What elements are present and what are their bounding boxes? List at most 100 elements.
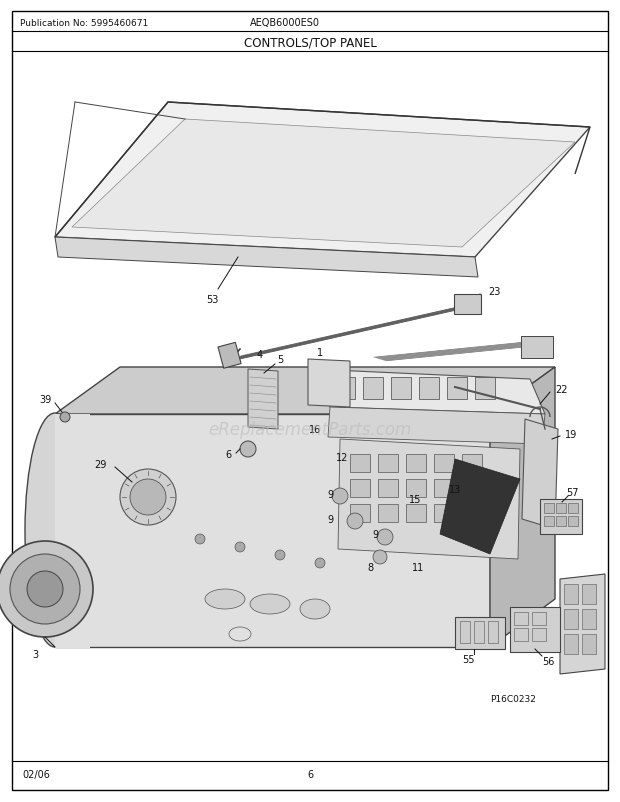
Text: 02/06: 02/06 xyxy=(22,769,50,779)
Text: P16C0232: P16C0232 xyxy=(490,695,536,703)
Bar xyxy=(455,618,505,649)
Bar xyxy=(474,622,484,643)
Polygon shape xyxy=(490,367,555,647)
Text: 13: 13 xyxy=(449,484,461,494)
Bar xyxy=(564,634,578,654)
FancyBboxPatch shape xyxy=(521,337,553,358)
Bar xyxy=(335,378,355,399)
Bar xyxy=(419,378,439,399)
Polygon shape xyxy=(310,370,545,415)
Text: 12: 12 xyxy=(336,452,348,463)
Text: 56: 56 xyxy=(542,656,554,666)
Circle shape xyxy=(332,488,348,504)
Text: CONTROLS/TOP PANEL: CONTROLS/TOP PANEL xyxy=(244,36,376,50)
Bar xyxy=(544,516,554,526)
Circle shape xyxy=(195,534,205,545)
Circle shape xyxy=(373,550,387,565)
Bar xyxy=(514,612,528,626)
Text: 8: 8 xyxy=(367,562,373,573)
Circle shape xyxy=(377,529,393,545)
Text: 39: 39 xyxy=(39,395,51,404)
Circle shape xyxy=(130,480,166,516)
Circle shape xyxy=(0,541,93,638)
Text: 53: 53 xyxy=(206,294,218,305)
Text: 6: 6 xyxy=(225,449,231,460)
Bar xyxy=(363,378,383,399)
Text: 55: 55 xyxy=(462,654,474,664)
Polygon shape xyxy=(308,359,350,407)
Text: 29: 29 xyxy=(94,460,106,469)
Text: AEQB6000ES0: AEQB6000ES0 xyxy=(250,18,320,28)
Text: 6: 6 xyxy=(307,769,313,779)
Text: 3: 3 xyxy=(32,649,38,659)
Bar xyxy=(391,378,411,399)
Polygon shape xyxy=(55,237,478,277)
Text: 9: 9 xyxy=(327,489,333,500)
Text: 16: 16 xyxy=(309,424,321,435)
Text: 11: 11 xyxy=(412,562,424,573)
Polygon shape xyxy=(55,415,490,647)
Bar xyxy=(475,378,495,399)
FancyBboxPatch shape xyxy=(454,294,481,314)
Polygon shape xyxy=(328,407,545,444)
Bar xyxy=(406,455,426,472)
Bar xyxy=(540,500,582,534)
Bar xyxy=(406,504,426,522)
Circle shape xyxy=(347,513,363,529)
Bar xyxy=(350,455,370,472)
Bar xyxy=(462,480,482,497)
Bar xyxy=(582,585,596,604)
Circle shape xyxy=(240,441,256,457)
Text: 9: 9 xyxy=(327,514,333,525)
Polygon shape xyxy=(72,119,575,248)
Polygon shape xyxy=(55,367,555,415)
Bar xyxy=(564,610,578,630)
Circle shape xyxy=(235,542,245,553)
Ellipse shape xyxy=(300,599,330,619)
Bar xyxy=(510,607,560,652)
Bar xyxy=(564,585,578,604)
Bar xyxy=(488,622,498,643)
Text: 19: 19 xyxy=(565,429,577,439)
Text: 22: 22 xyxy=(555,384,567,395)
Bar xyxy=(55,415,90,648)
Bar xyxy=(218,343,241,369)
Bar xyxy=(434,504,454,522)
Bar xyxy=(378,504,398,522)
Circle shape xyxy=(275,550,285,561)
Bar xyxy=(568,504,578,513)
Bar xyxy=(350,480,370,497)
Circle shape xyxy=(27,571,63,607)
Circle shape xyxy=(10,554,80,624)
Bar xyxy=(462,504,482,522)
Polygon shape xyxy=(522,419,558,529)
Polygon shape xyxy=(560,574,605,674)
Text: 9: 9 xyxy=(372,529,378,539)
Bar xyxy=(582,634,596,654)
Bar xyxy=(532,628,546,642)
Polygon shape xyxy=(248,370,278,429)
Bar xyxy=(406,480,426,497)
Circle shape xyxy=(120,469,176,525)
Bar xyxy=(582,610,596,630)
Polygon shape xyxy=(338,439,520,559)
Text: 15: 15 xyxy=(409,494,421,504)
Text: 5: 5 xyxy=(277,354,283,365)
Ellipse shape xyxy=(250,594,290,614)
Bar xyxy=(378,480,398,497)
Bar xyxy=(447,378,467,399)
Polygon shape xyxy=(55,103,590,257)
Circle shape xyxy=(315,558,325,569)
Bar xyxy=(556,504,566,513)
Text: 57: 57 xyxy=(565,488,578,497)
Text: 1: 1 xyxy=(317,347,323,358)
Bar xyxy=(434,455,454,472)
Bar xyxy=(350,504,370,522)
Circle shape xyxy=(60,412,70,423)
Text: 4: 4 xyxy=(257,350,263,359)
Bar xyxy=(532,612,546,626)
Bar xyxy=(378,455,398,472)
Ellipse shape xyxy=(25,414,85,647)
Bar xyxy=(544,504,554,513)
Bar xyxy=(514,628,528,642)
